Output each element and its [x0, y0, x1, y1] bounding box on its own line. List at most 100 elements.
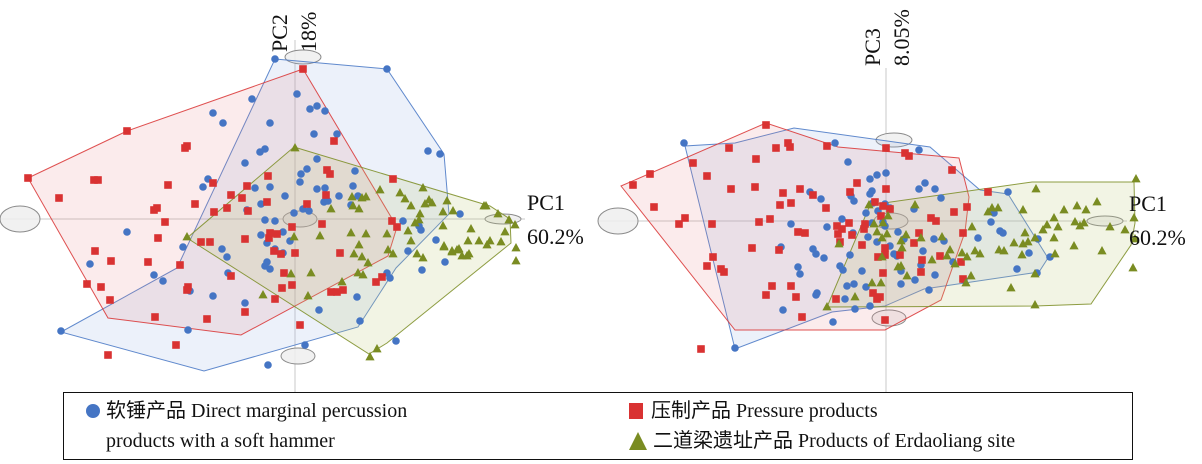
soft_hammer-point [123, 228, 131, 236]
erdaoliang-point [1031, 184, 1041, 193]
erdaoliang-point [348, 201, 358, 210]
pressure-point [915, 229, 923, 237]
pressure-point [322, 191, 330, 199]
pressure-hull [27, 68, 398, 336]
pressure-point [241, 308, 249, 316]
erdaoliang-point [388, 249, 398, 258]
erdaoliang-point [945, 245, 955, 254]
pressure-point [792, 293, 800, 301]
pressure-point [901, 149, 909, 157]
erdaoliang-point [403, 226, 413, 235]
erdaoliang-point [303, 291, 313, 300]
erdaoliang-point [967, 222, 977, 231]
pressure-point [853, 179, 861, 187]
soft_hammer-point [351, 167, 359, 175]
soft_hammer-point [915, 146, 923, 154]
pressure-point [918, 256, 926, 264]
soft_hammer-point [335, 192, 343, 200]
pressure-point [871, 198, 879, 206]
soft_hammer-point [987, 218, 995, 226]
pressure-point [882, 185, 890, 193]
erdaoliang-point [438, 221, 448, 230]
erdaoliang-point [182, 232, 192, 241]
erdaoliang-point [1069, 241, 1079, 250]
pressure-point [94, 176, 102, 184]
pc1-pc2-panel [0, 40, 525, 392]
erdaoliang-point [418, 183, 428, 192]
pc1-pc3-panel [597, 68, 1141, 392]
pressure-point [299, 65, 307, 73]
soft_hammer-point [680, 139, 688, 147]
erdaoliang-point [822, 302, 832, 311]
erdaoliang-point [1018, 205, 1028, 214]
soft_hammer-point [257, 231, 265, 239]
soft_hammer-point [915, 185, 923, 193]
pressure-point [263, 198, 271, 206]
legend-item-soft-hammer-cont: products with a soft hammer [106, 430, 335, 452]
pressure-point [154, 234, 162, 242]
pressure-point [905, 152, 913, 160]
pressure-point [176, 261, 184, 269]
pressure-point [280, 269, 288, 277]
pressure-point [244, 207, 252, 215]
pressure-point [91, 247, 99, 255]
left-outline-shape [597, 207, 639, 235]
pressure-point [273, 230, 281, 238]
pressure-point [238, 194, 246, 202]
soft_hammer-point [417, 226, 425, 234]
soft_hammer-point [303, 165, 311, 173]
soft_hammer-point [456, 210, 464, 218]
pressure-point [768, 282, 776, 290]
pressure-point [326, 170, 334, 178]
triangle-marker-icon [629, 432, 647, 450]
pressure-point [708, 220, 716, 228]
erdaoliang-point [1017, 250, 1027, 259]
right-outline-shape [1086, 215, 1124, 227]
pressure-point [879, 269, 887, 277]
pressure-point [936, 252, 944, 260]
pressure-point [766, 215, 774, 223]
soft_hammer-point [315, 306, 323, 314]
erdaoliang-point [1059, 205, 1069, 214]
soft_hammer-point [281, 192, 289, 200]
erdaoliang-point [452, 245, 462, 254]
soft_hammer-point [931, 185, 939, 193]
pressure-point [881, 316, 889, 324]
pressure-point [703, 172, 711, 180]
soft_hammer-point [297, 170, 305, 178]
erdaoliang-point [877, 233, 887, 242]
erdaoliang-point [504, 215, 514, 224]
erdaoliang-point [510, 220, 520, 229]
soft_hammer-point [159, 277, 167, 285]
pressure-point [243, 182, 251, 190]
pc1-axis-label-right: PC1 [1129, 191, 1167, 216]
erdaoliang-point [864, 200, 874, 209]
pressure-point [339, 286, 347, 294]
erdaoliang-point [927, 255, 937, 264]
pressure-point [762, 291, 770, 299]
erdaoliang-point [346, 228, 356, 237]
erdaoliang-point [983, 207, 993, 216]
soft_hammer-point [179, 243, 187, 251]
pressure-point [703, 262, 711, 270]
soft_hammer-point [333, 130, 341, 138]
erdaoliang-point [975, 249, 985, 258]
pressure-point [697, 345, 705, 353]
legend-item-soft-hammer: 软锤产品 Direct marginal percussion [86, 400, 407, 422]
erdaoliang-point [479, 201, 489, 210]
pressure-point [271, 295, 279, 303]
soft_hammer-point [890, 250, 898, 258]
pressure-point [388, 217, 396, 225]
pressure-point [206, 238, 214, 246]
soft_hammer-point [241, 159, 249, 167]
erdaoliang-point [375, 185, 385, 194]
pressure-point [896, 251, 904, 259]
pressure-point [833, 222, 841, 230]
erdaoliang-point [876, 278, 886, 287]
soft_hammer-point [223, 253, 231, 261]
erdaoliang-point [464, 249, 474, 258]
soft_hammer-point [1025, 249, 1033, 257]
pressure-point [845, 219, 853, 227]
pressure-point [709, 253, 717, 261]
erdaoliang-point [337, 277, 347, 286]
